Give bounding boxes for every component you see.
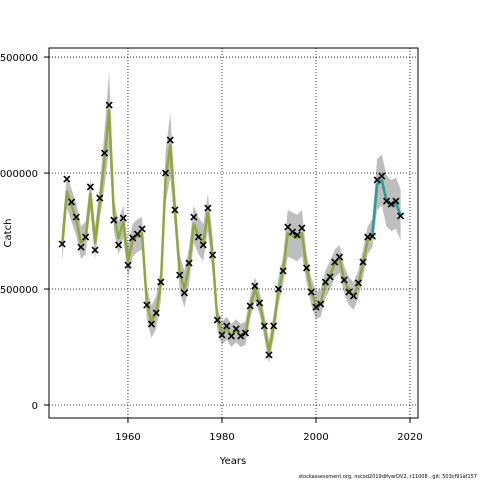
data-point: [293, 231, 301, 239]
data-point: [143, 301, 151, 309]
data-point: [270, 322, 278, 330]
x-tick-label: 2000: [303, 432, 328, 443]
data-point: [298, 224, 306, 232]
data-point: [180, 289, 188, 297]
data-point: [397, 212, 405, 220]
data-point: [326, 273, 334, 281]
data-point: [77, 243, 85, 251]
x-axis-label: Years: [219, 456, 246, 467]
y-tick-label: 500000: [0, 285, 38, 296]
data-point: [256, 299, 264, 307]
data-point: [265, 351, 273, 359]
data-point: [218, 331, 226, 339]
data-point: [72, 213, 80, 221]
fit-line: [60, 109, 402, 353]
data-point: [152, 309, 160, 317]
y-tick-label: 0: [32, 401, 38, 412]
data-point: [260, 322, 268, 330]
data-point: [162, 169, 170, 177]
data-point: [303, 264, 311, 272]
data-point: [67, 198, 76, 206]
x-tick-label: 1980: [209, 432, 234, 443]
data-point: [350, 292, 358, 300]
data-point: [251, 282, 259, 290]
data-point: [185, 259, 193, 267]
data-point: [110, 216, 118, 224]
data-point: [227, 332, 235, 340]
data-point: [382, 197, 391, 205]
confidence-band: [62, 70, 401, 364]
data-point: [359, 258, 367, 266]
data-point: [307, 288, 315, 296]
data-point: [274, 285, 282, 293]
y-tick-label: 1000000: [0, 169, 38, 180]
data-point: [237, 332, 245, 340]
data-point: [171, 206, 179, 214]
data-point: [392, 197, 400, 205]
data-point: [378, 172, 386, 180]
data-point: [223, 322, 231, 330]
y-axis-label: Catch: [3, 219, 14, 248]
plot-frame: [48, 47, 419, 419]
data-point: [368, 232, 376, 240]
data-point: [58, 240, 66, 248]
data-point: [157, 278, 165, 286]
data-point: [387, 200, 395, 208]
data-point: [115, 241, 123, 249]
data-point: [204, 204, 212, 212]
data-point: [335, 253, 344, 261]
data-point: [119, 214, 127, 222]
data-point: [82, 233, 90, 241]
y-tick-label: 1500000: [0, 53, 38, 64]
data-point: [166, 136, 174, 144]
data-point: [279, 267, 287, 275]
x-tick-label: 1960: [115, 432, 140, 443]
data-point: [96, 194, 104, 202]
data-point: [105, 101, 113, 109]
data-point: [199, 241, 207, 249]
data-point: [317, 300, 325, 308]
data-point: [138, 225, 146, 233]
data-point: [190, 213, 198, 221]
data-point: [213, 316, 221, 324]
data-point: [100, 149, 109, 157]
data-point: [194, 233, 203, 241]
data-point: [340, 276, 348, 284]
data-point: [124, 261, 132, 269]
data-point: [63, 175, 71, 183]
data-point: [91, 246, 99, 254]
data-point: [209, 251, 217, 259]
x-tick-label: 2020: [397, 432, 422, 443]
data-point: [147, 320, 156, 328]
data-point: [232, 325, 240, 333]
data-point: [312, 303, 320, 311]
data-point: [354, 279, 362, 287]
data-point: [288, 228, 297, 236]
data-point: [241, 329, 250, 337]
data-point: [86, 183, 94, 191]
data-point: [176, 271, 184, 279]
data-point: [246, 302, 254, 310]
footer: stockassessment.org, nscod2019dlfvarDV2,…: [298, 474, 477, 480]
